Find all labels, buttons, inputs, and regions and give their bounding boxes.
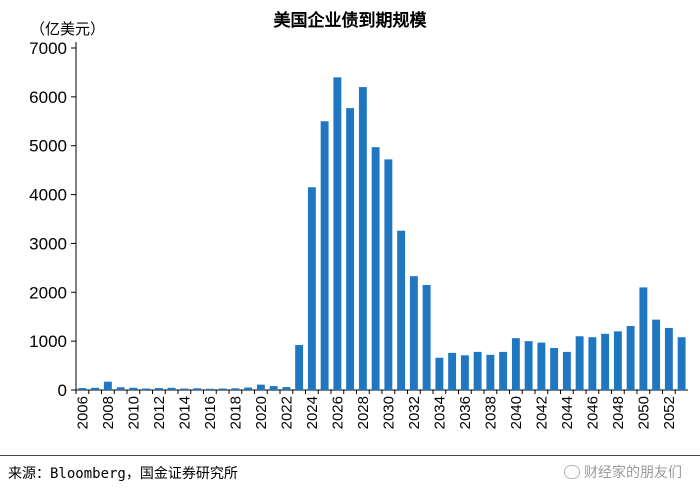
y-tick-label: 6000: [29, 88, 67, 107]
bar-2016: [205, 388, 214, 390]
x-tick-label-2048: 2048: [610, 396, 627, 429]
bar-2038: [486, 354, 495, 390]
bar-2029: [371, 147, 380, 390]
bar-2006: [78, 388, 87, 390]
bar-2009: [116, 387, 125, 390]
x-tick-label-2020: 2020: [253, 396, 270, 429]
bar-2040: [511, 338, 520, 390]
bar-2007: [91, 387, 100, 390]
x-tick-label-2042: 2042: [533, 396, 550, 429]
bar-2047: [601, 333, 610, 390]
y-tick-label: 1000: [29, 332, 67, 351]
x-tick-label-2034: 2034: [431, 396, 448, 429]
bar-2008: [103, 381, 112, 390]
bar-2014: [180, 388, 189, 390]
source-note: 来源：Bloomberg，国金证券研究所: [8, 466, 238, 482]
bar-2052: [664, 327, 673, 390]
bar-2039: [499, 351, 508, 390]
bar-2043: [550, 347, 559, 390]
x-tick-label-2032: 2032: [406, 396, 423, 429]
x-tick-label-2022: 2022: [278, 396, 295, 429]
bar-2048: [613, 331, 622, 390]
bar-2031: [397, 230, 406, 390]
x-tick-label-2014: 2014: [176, 396, 193, 429]
x-tick-label-2024: 2024: [304, 396, 321, 429]
bar-2017: [218, 388, 227, 390]
bar-2042: [537, 342, 546, 390]
x-tick-label-2050: 2050: [635, 396, 652, 429]
bar-2051: [652, 319, 661, 390]
bar-2025: [320, 121, 329, 390]
bar-2027: [346, 108, 355, 390]
x-tick-label-2012: 2012: [151, 396, 168, 429]
bar-2026: [333, 77, 342, 390]
x-tick-label-2016: 2016: [202, 396, 219, 429]
bar-2046: [588, 337, 597, 390]
footer-divider: [0, 455, 700, 456]
bar-2015: [193, 388, 202, 390]
y-tick-label: 5000: [29, 137, 67, 156]
x-tick-label-2018: 2018: [227, 396, 244, 429]
bar-2024: [307, 187, 316, 390]
bar-2028: [358, 87, 367, 390]
bar-2050: [639, 287, 648, 390]
x-tick-label-2040: 2040: [508, 396, 525, 429]
bar-2030: [384, 159, 393, 390]
bar-2044: [562, 351, 571, 390]
bar-2053: [677, 337, 686, 390]
x-tick-label-2044: 2044: [559, 396, 576, 429]
x-tick-label-2052: 2052: [661, 396, 678, 429]
x-tick-label-2026: 2026: [329, 396, 346, 429]
bar-2012: [154, 388, 163, 390]
bar-2022: [282, 387, 291, 390]
bar-2023: [295, 345, 304, 390]
x-tick-label-2028: 2028: [355, 396, 372, 429]
watermark: 财经家的朋友们: [564, 462, 682, 482]
watermark-text: 财经家的朋友们: [584, 465, 682, 481]
bar-2037: [473, 351, 482, 390]
y-tick-label: 2000: [29, 283, 67, 302]
bar-2041: [524, 341, 533, 390]
y-tick-label: 7000: [29, 39, 67, 58]
bar-2010: [129, 387, 138, 390]
bar-2036: [460, 355, 469, 390]
wechat-icon: [564, 465, 580, 479]
y-tick-label: 0: [58, 381, 67, 400]
bar-2020: [256, 384, 265, 390]
x-tick-label-2030: 2030: [380, 396, 397, 429]
bar-2035: [448, 352, 457, 390]
bar-2034: [435, 357, 444, 390]
y-tick-label: 4000: [29, 186, 67, 205]
y-tick-label: 3000: [29, 234, 67, 253]
bar-2049: [626, 326, 635, 390]
x-tick-label-2010: 2010: [125, 396, 142, 429]
bar-2021: [269, 386, 278, 390]
x-tick-label-2046: 2046: [584, 396, 601, 429]
x-tick-label-2008: 2008: [100, 396, 117, 429]
y-axis-unit-label: （亿美元）: [30, 20, 106, 38]
bar-2019: [244, 387, 253, 390]
bar-2032: [409, 276, 418, 390]
bar-2045: [575, 336, 584, 390]
chart-title: 美国企业债到期规模: [273, 11, 427, 31]
bar-2013: [167, 387, 176, 390]
bar-2018: [231, 388, 240, 390]
x-tick-label-2036: 2036: [457, 396, 474, 429]
bar-2033: [422, 284, 431, 390]
bar-2011: [142, 388, 151, 390]
x-tick-label-2006: 2006: [74, 396, 91, 429]
x-tick-label-2038: 2038: [482, 396, 499, 429]
